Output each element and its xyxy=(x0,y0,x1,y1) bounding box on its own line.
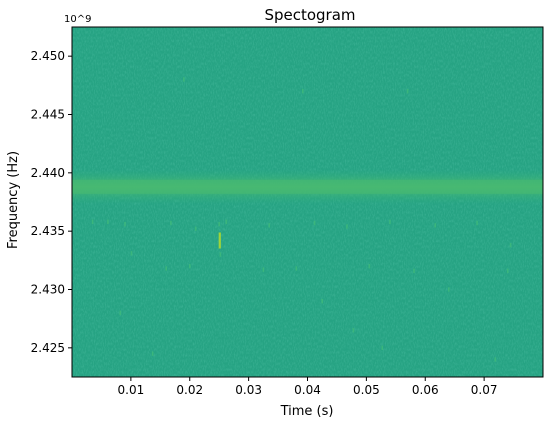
x-tick-label: 0.04 xyxy=(294,383,321,397)
spectrogram-speck xyxy=(124,221,126,227)
spectrogram-speck xyxy=(262,267,265,272)
spectrogram-speck xyxy=(295,266,298,271)
spectrogram-speck xyxy=(352,328,355,333)
x-tick-label: 0.05 xyxy=(353,383,380,397)
spectrogram-speck xyxy=(389,219,391,225)
spectrogram-speck xyxy=(194,226,197,232)
spectrogram-speck xyxy=(151,351,154,356)
spectrogram-speck xyxy=(188,263,191,269)
spectrogram-speck xyxy=(494,357,497,362)
x-axis-label: Time (s) xyxy=(280,404,334,419)
y-tick-label: 2.430 xyxy=(31,283,65,297)
spectrogram-speck xyxy=(268,223,271,228)
x-tick-label: 0.03 xyxy=(235,383,262,397)
y-offset-label: 10^9 xyxy=(64,14,91,25)
spectrogram-speck xyxy=(107,219,109,225)
spectrogram-speck xyxy=(506,268,509,274)
spectrogram-speck xyxy=(225,219,228,225)
x-tick-label: 0.07 xyxy=(471,383,498,397)
spectrogram-speck xyxy=(183,77,185,82)
dominant-band-core xyxy=(72,179,543,194)
spectrogram-speck xyxy=(130,251,133,256)
spectrogram-speck xyxy=(165,266,167,271)
spectrogram-speck xyxy=(476,220,478,226)
spectrogram-speck xyxy=(119,310,122,316)
x-axis: 0.01 0.02 0.03 0.04 0.05 0.06 0.07 xyxy=(118,377,498,397)
spectrogram-speck xyxy=(219,252,222,257)
y-tick-label: 2.450 xyxy=(31,49,65,63)
spectrogram-speck xyxy=(170,220,172,226)
y-tick-label: 2.440 xyxy=(31,166,65,180)
spectrogram-speck xyxy=(413,268,415,274)
transient-burst xyxy=(218,232,221,249)
y-axis: 2.425 2.430 2.435 2.440 2.445 2.450 xyxy=(31,49,72,355)
spectrogram-speck xyxy=(434,223,437,228)
x-tick-label: 0.02 xyxy=(176,383,203,397)
spectrogram-speck xyxy=(313,220,316,226)
spectrogram-speck xyxy=(301,88,304,94)
x-tick-label: 0.01 xyxy=(118,383,145,397)
spectrogram-speck xyxy=(321,298,324,304)
y-tick-label: 2.445 xyxy=(31,108,65,122)
x-tick-label: 0.06 xyxy=(412,383,439,397)
spectrogram-speck xyxy=(218,221,220,227)
y-axis-label: Frequency (Hz) xyxy=(6,151,21,249)
chart-title: Spectogram xyxy=(264,6,355,24)
spectrogram-speck xyxy=(509,242,512,248)
plot-area xyxy=(71,26,544,378)
y-tick-label: 2.435 xyxy=(31,224,65,238)
spectrogram-speck xyxy=(448,287,450,292)
spectrogram-speck xyxy=(91,219,94,225)
spectrogram-speck xyxy=(381,345,384,351)
spectrogram-speck xyxy=(346,224,348,229)
y-tick-label: 2.425 xyxy=(31,341,65,355)
spectrogram-speck xyxy=(368,263,371,269)
spectrogram-speck xyxy=(406,88,409,94)
